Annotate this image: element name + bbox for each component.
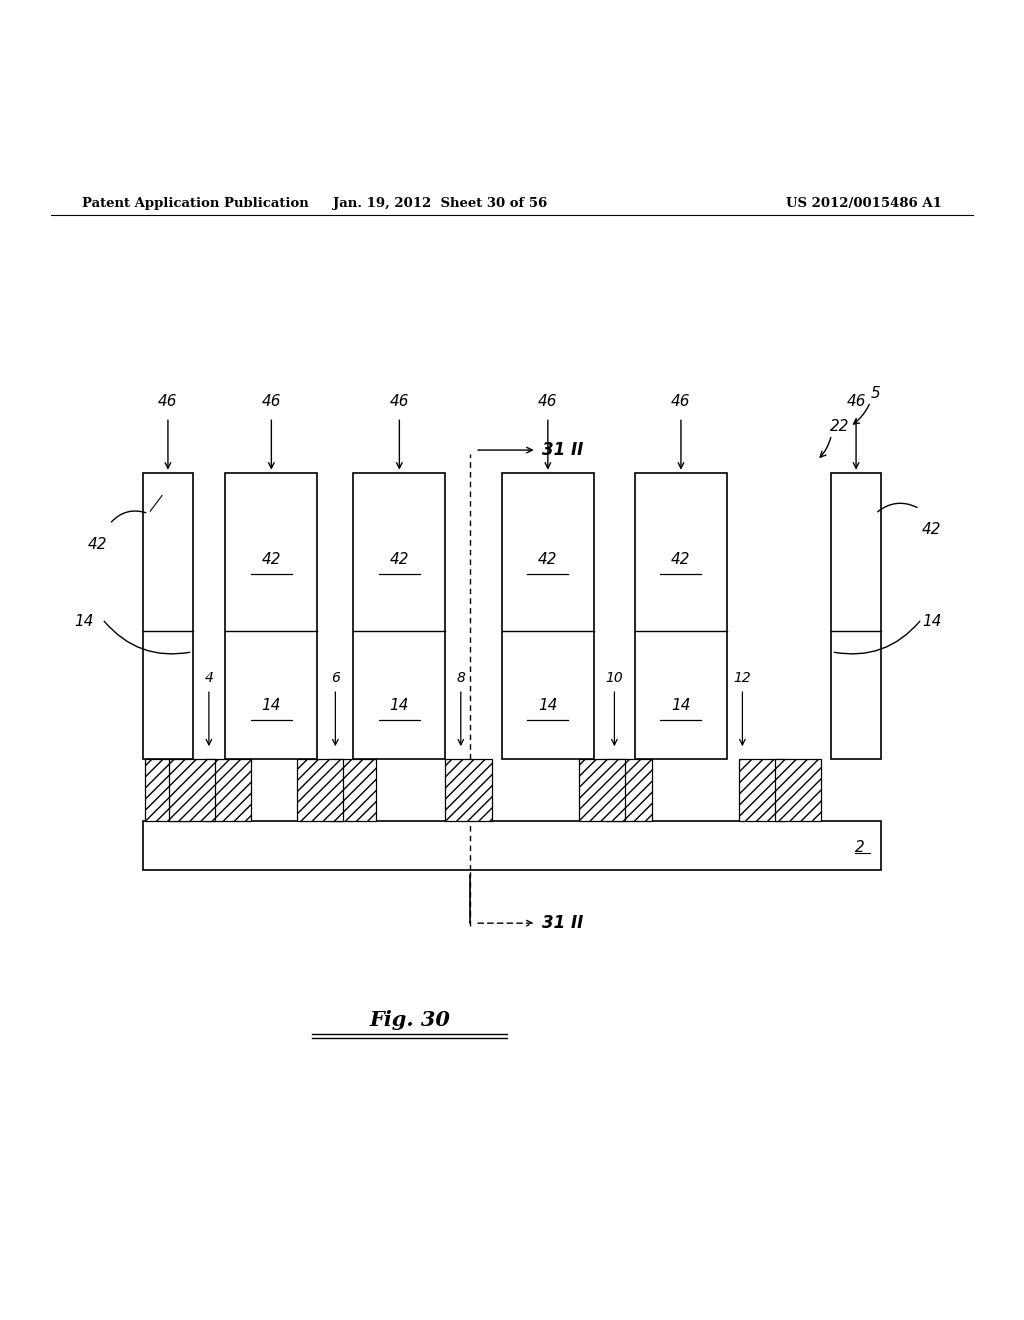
Bar bbox=[445, 759, 492, 821]
Text: 14: 14 bbox=[389, 698, 410, 713]
Text: 6: 6 bbox=[331, 671, 340, 685]
Bar bbox=[635, 473, 727, 759]
Text: 12: 12 bbox=[733, 671, 752, 685]
Text: 22: 22 bbox=[829, 418, 850, 434]
Text: 5: 5 bbox=[870, 387, 881, 401]
Bar bbox=[143, 821, 881, 870]
Text: 42: 42 bbox=[389, 552, 410, 568]
Text: Patent Application Publication: Patent Application Publication bbox=[82, 197, 308, 210]
Text: 46: 46 bbox=[261, 395, 282, 409]
Text: 42: 42 bbox=[87, 537, 108, 552]
Bar bbox=[775, 759, 821, 821]
Bar bbox=[330, 759, 376, 821]
Text: US 2012/0015486 A1: US 2012/0015486 A1 bbox=[786, 197, 942, 210]
Text: 46: 46 bbox=[389, 395, 410, 409]
Text: 8: 8 bbox=[457, 671, 465, 685]
Bar bbox=[606, 759, 652, 821]
Bar bbox=[297, 759, 343, 821]
Bar bbox=[579, 759, 625, 821]
Bar bbox=[143, 473, 193, 759]
Bar bbox=[831, 473, 881, 759]
Bar bbox=[169, 759, 215, 821]
Bar bbox=[502, 473, 594, 759]
Text: 14: 14 bbox=[538, 698, 558, 713]
Bar bbox=[225, 473, 317, 759]
Text: 42: 42 bbox=[261, 552, 282, 568]
Bar bbox=[353, 473, 445, 759]
Text: 4: 4 bbox=[205, 671, 213, 685]
Bar bbox=[205, 759, 251, 821]
Bar bbox=[145, 759, 191, 821]
Text: 46: 46 bbox=[671, 395, 691, 409]
Text: 10: 10 bbox=[605, 671, 624, 685]
Text: 14: 14 bbox=[671, 698, 691, 713]
Bar bbox=[739, 759, 785, 821]
Text: 14: 14 bbox=[74, 614, 94, 628]
Text: 46: 46 bbox=[538, 395, 558, 409]
Text: Jan. 19, 2012  Sheet 30 of 56: Jan. 19, 2012 Sheet 30 of 56 bbox=[333, 197, 548, 210]
Text: Fig. 30: Fig. 30 bbox=[370, 1010, 450, 1031]
Text: 31 II: 31 II bbox=[542, 915, 583, 932]
Text: 2: 2 bbox=[855, 841, 865, 855]
Text: 42: 42 bbox=[671, 552, 691, 568]
Text: 14: 14 bbox=[922, 614, 942, 628]
Text: 46: 46 bbox=[846, 395, 866, 409]
Text: 31 II: 31 II bbox=[542, 441, 583, 459]
Text: 46: 46 bbox=[158, 395, 178, 409]
Text: 14: 14 bbox=[261, 698, 282, 713]
Text: 42: 42 bbox=[538, 552, 558, 568]
Text: 42: 42 bbox=[922, 521, 942, 537]
